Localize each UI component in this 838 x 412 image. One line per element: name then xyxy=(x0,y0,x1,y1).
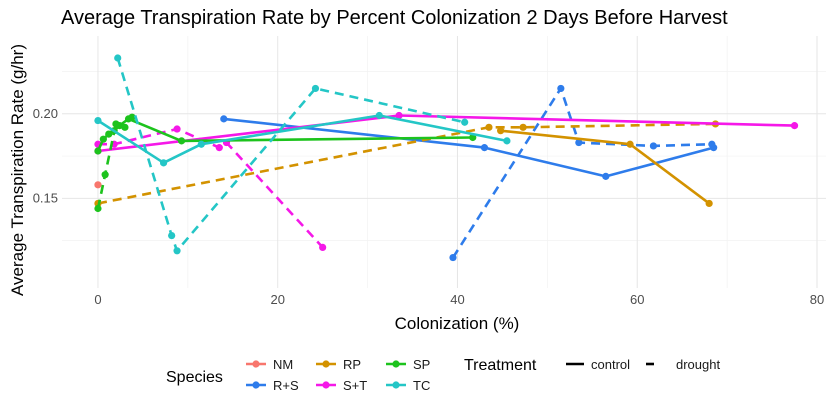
legend-label: S+T xyxy=(343,378,367,393)
data-point xyxy=(101,171,109,179)
data-point xyxy=(94,181,102,189)
x-tick-label: 80 xyxy=(810,292,824,307)
series-line xyxy=(96,116,134,209)
y-tick-label: 0.20 xyxy=(33,106,58,121)
legend-species-items: NM R+S RP S+T SP TC xyxy=(246,357,430,393)
series-line xyxy=(97,122,716,205)
legend-item-rs: R+S xyxy=(246,378,299,393)
data-point xyxy=(461,118,469,126)
data-point xyxy=(168,231,176,240)
data-point xyxy=(602,172,610,180)
legend-label: drought xyxy=(676,357,720,372)
series-nm-control xyxy=(94,181,102,189)
legend-label: R+S xyxy=(273,378,299,393)
legend: Species NM R+S RP S+T SP TC Treatment control… xyxy=(166,357,720,393)
data-point xyxy=(395,111,403,120)
data-point xyxy=(705,199,713,208)
data-point xyxy=(708,140,716,148)
series-line xyxy=(116,57,465,253)
data-point xyxy=(112,120,120,128)
x-tick-label: 0 xyxy=(94,292,101,307)
data-point xyxy=(319,243,327,252)
series-line xyxy=(500,129,710,205)
data-point xyxy=(215,144,223,152)
chart-title: Average Transpiration Rate by Percent Co… xyxy=(61,7,728,29)
legend-key-point xyxy=(252,360,260,368)
legend-label: SP xyxy=(413,357,430,372)
series-sp-control xyxy=(94,115,477,155)
legend-key-point xyxy=(392,360,400,368)
data-point xyxy=(557,84,565,93)
data-point xyxy=(159,159,168,167)
series-layer xyxy=(94,54,799,262)
data-point xyxy=(626,140,634,148)
y-axis-title: Average Transpiration Rate (g/hr) xyxy=(8,44,27,296)
data-point xyxy=(649,142,658,150)
data-point xyxy=(128,113,136,121)
data-point xyxy=(375,111,383,120)
data-point xyxy=(497,127,505,135)
data-point xyxy=(220,115,228,123)
data-point xyxy=(503,137,511,145)
data-point xyxy=(94,116,102,125)
x-tick-label: 40 xyxy=(450,292,464,307)
plot-grid xyxy=(62,36,826,288)
data-point xyxy=(173,247,181,255)
legend-key-point xyxy=(392,381,400,389)
data-point xyxy=(311,84,320,93)
series-line xyxy=(223,117,714,178)
series-tc-control xyxy=(94,111,511,167)
data-point xyxy=(197,140,205,148)
data-point xyxy=(519,123,527,131)
legend-item-sp: SP xyxy=(386,357,430,372)
data-point xyxy=(480,144,489,152)
series-rp-control xyxy=(497,127,713,208)
data-point xyxy=(94,204,102,213)
y-tick-label: 0.15 xyxy=(33,190,58,205)
data-point xyxy=(121,123,129,131)
data-point xyxy=(485,123,493,131)
data-point xyxy=(105,130,113,138)
x-tick-label: 20 xyxy=(270,292,284,307)
legend-label: TC xyxy=(413,378,430,393)
data-point xyxy=(114,54,122,62)
legend-treatment-title: Treatment xyxy=(464,357,537,374)
legend-label: NM xyxy=(273,357,293,372)
legend-treatment-items: control drought xyxy=(566,357,720,372)
legend-key-point xyxy=(322,360,330,368)
series-st-drought xyxy=(94,125,327,252)
data-point xyxy=(177,137,186,145)
legend-item-rp: RP xyxy=(316,357,361,372)
legend-item-tc: TC xyxy=(386,378,430,393)
series-sp-drought xyxy=(94,113,136,213)
series-tc-drought xyxy=(114,54,469,255)
legend-item-nm: NM xyxy=(246,357,293,372)
legend-item-st: S+T xyxy=(316,378,367,393)
legend-item-drought: drought xyxy=(646,357,720,372)
x-tick-label: 60 xyxy=(630,292,644,307)
legend-label: RP xyxy=(343,357,361,372)
legend-species-title: Species xyxy=(166,369,223,386)
data-point xyxy=(790,122,799,130)
data-point xyxy=(575,138,583,147)
series-rs-control xyxy=(220,115,718,180)
legend-label: control xyxy=(591,357,630,372)
axis-ticks: 0 20 40 60 80 0.15 0.20 xyxy=(33,106,825,307)
data-point xyxy=(449,253,457,262)
legend-key-point xyxy=(322,381,330,389)
data-point xyxy=(99,135,107,143)
data-point xyxy=(173,125,181,133)
series-rs-drought xyxy=(449,84,716,262)
data-point xyxy=(94,147,102,155)
legend-item-control: control xyxy=(566,357,630,372)
series-st-control xyxy=(94,111,799,155)
legend-key-point xyxy=(252,381,260,389)
x-axis-title: Colonization (%) xyxy=(395,314,520,333)
